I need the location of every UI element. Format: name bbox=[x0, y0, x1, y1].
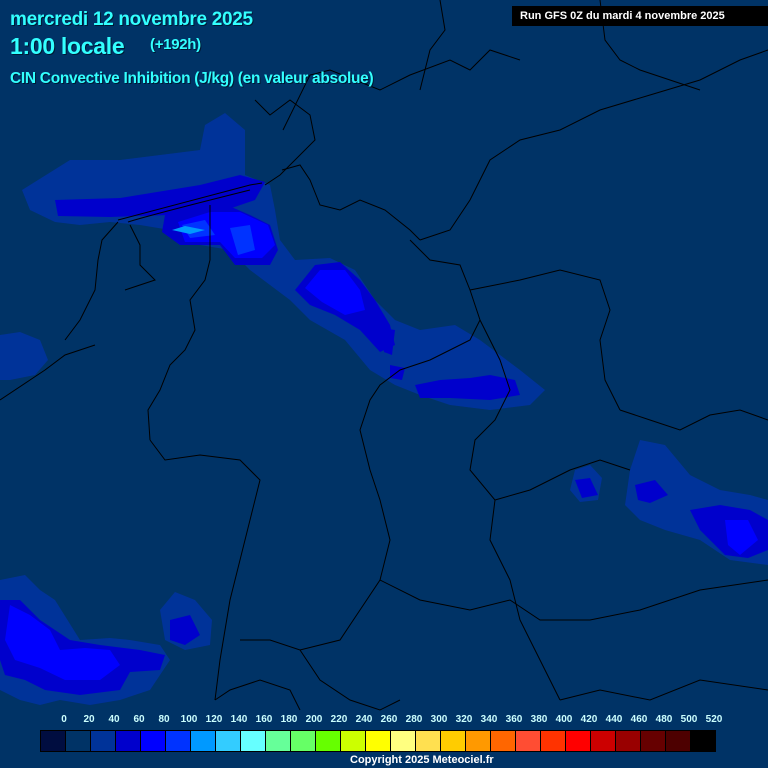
legend-swatch bbox=[541, 731, 566, 751]
legend-swatch bbox=[216, 731, 241, 751]
legend-swatch bbox=[66, 731, 91, 751]
legend-label: 260 bbox=[380, 714, 398, 725]
legend-swatch bbox=[441, 731, 466, 751]
run-info: Run GFS 0Z du mardi 4 novembre 2025 bbox=[512, 6, 768, 26]
legend-swatch bbox=[666, 731, 691, 751]
legend-label: 180 bbox=[280, 714, 298, 725]
legend-label: 340 bbox=[480, 714, 498, 725]
cin-field-60-80 bbox=[5, 212, 758, 680]
legend-swatch bbox=[566, 731, 591, 751]
copyright: Copyright 2025 Meteociel.fr bbox=[350, 754, 494, 766]
legend-label: 100 bbox=[180, 714, 198, 725]
legend-label: 60 bbox=[133, 714, 145, 725]
legend-swatch bbox=[341, 731, 366, 751]
legend-swatch bbox=[41, 731, 66, 751]
legend-label: 20 bbox=[83, 714, 95, 725]
legend-swatch bbox=[691, 731, 715, 751]
parameter-title: CIN Convective Inhibition (J/kg) (en val… bbox=[10, 70, 374, 87]
legend-label: 400 bbox=[555, 714, 573, 725]
legend-label: 360 bbox=[505, 714, 523, 725]
legend-swatch bbox=[291, 731, 316, 751]
legend-label: 300 bbox=[430, 714, 448, 725]
cin-field-40-60 bbox=[0, 175, 768, 695]
legend-label: 140 bbox=[230, 714, 248, 725]
legend-swatch bbox=[91, 731, 116, 751]
legend-swatch bbox=[116, 731, 141, 751]
legend-label: 120 bbox=[205, 714, 223, 725]
legend-label: 240 bbox=[355, 714, 373, 725]
legend-swatch bbox=[616, 731, 641, 751]
color-legend bbox=[40, 730, 716, 752]
legend-swatch bbox=[416, 731, 441, 751]
legend-label: 200 bbox=[305, 714, 323, 725]
legend-swatch bbox=[366, 731, 391, 751]
legend-label: 0 bbox=[61, 714, 67, 725]
forecast-local-time: 1:00 locale bbox=[10, 33, 125, 59]
legend-swatch bbox=[141, 731, 166, 751]
legend-swatch bbox=[516, 731, 541, 751]
country-borders bbox=[0, 0, 768, 711]
legend-swatch bbox=[391, 731, 416, 751]
legend-swatch bbox=[241, 731, 266, 751]
legend-swatch bbox=[466, 731, 491, 751]
cin-field-100-120 bbox=[172, 226, 205, 234]
legend-label: 440 bbox=[605, 714, 623, 725]
legend-swatch bbox=[641, 731, 666, 751]
legend-swatch bbox=[166, 731, 191, 751]
legend-labels: 0 20 40 60 80 100 120 140 160 180 200 220 240 260 280 3… bbox=[0, 714, 768, 726]
legend-swatch bbox=[316, 731, 341, 751]
legend-label: 280 bbox=[405, 714, 423, 725]
legend-label: 320 bbox=[455, 714, 473, 725]
legend-label: 460 bbox=[630, 714, 648, 725]
legend-label: 80 bbox=[158, 714, 170, 725]
legend-swatch bbox=[191, 731, 216, 751]
legend-label: 420 bbox=[580, 714, 598, 725]
legend-label: 500 bbox=[680, 714, 698, 725]
legend-label: 520 bbox=[705, 714, 723, 725]
legend-label: 380 bbox=[530, 714, 548, 725]
legend-swatch bbox=[491, 731, 516, 751]
legend-label: 220 bbox=[330, 714, 348, 725]
forecast-lead-time: (+192h) bbox=[150, 36, 201, 53]
legend-swatch bbox=[266, 731, 291, 751]
legend-label: 40 bbox=[108, 714, 120, 725]
legend-swatch bbox=[591, 731, 616, 751]
forecast-date: mercredi 12 novembre 2025 bbox=[10, 9, 253, 30]
legend-label: 160 bbox=[255, 714, 273, 725]
legend-label: 480 bbox=[655, 714, 673, 725]
